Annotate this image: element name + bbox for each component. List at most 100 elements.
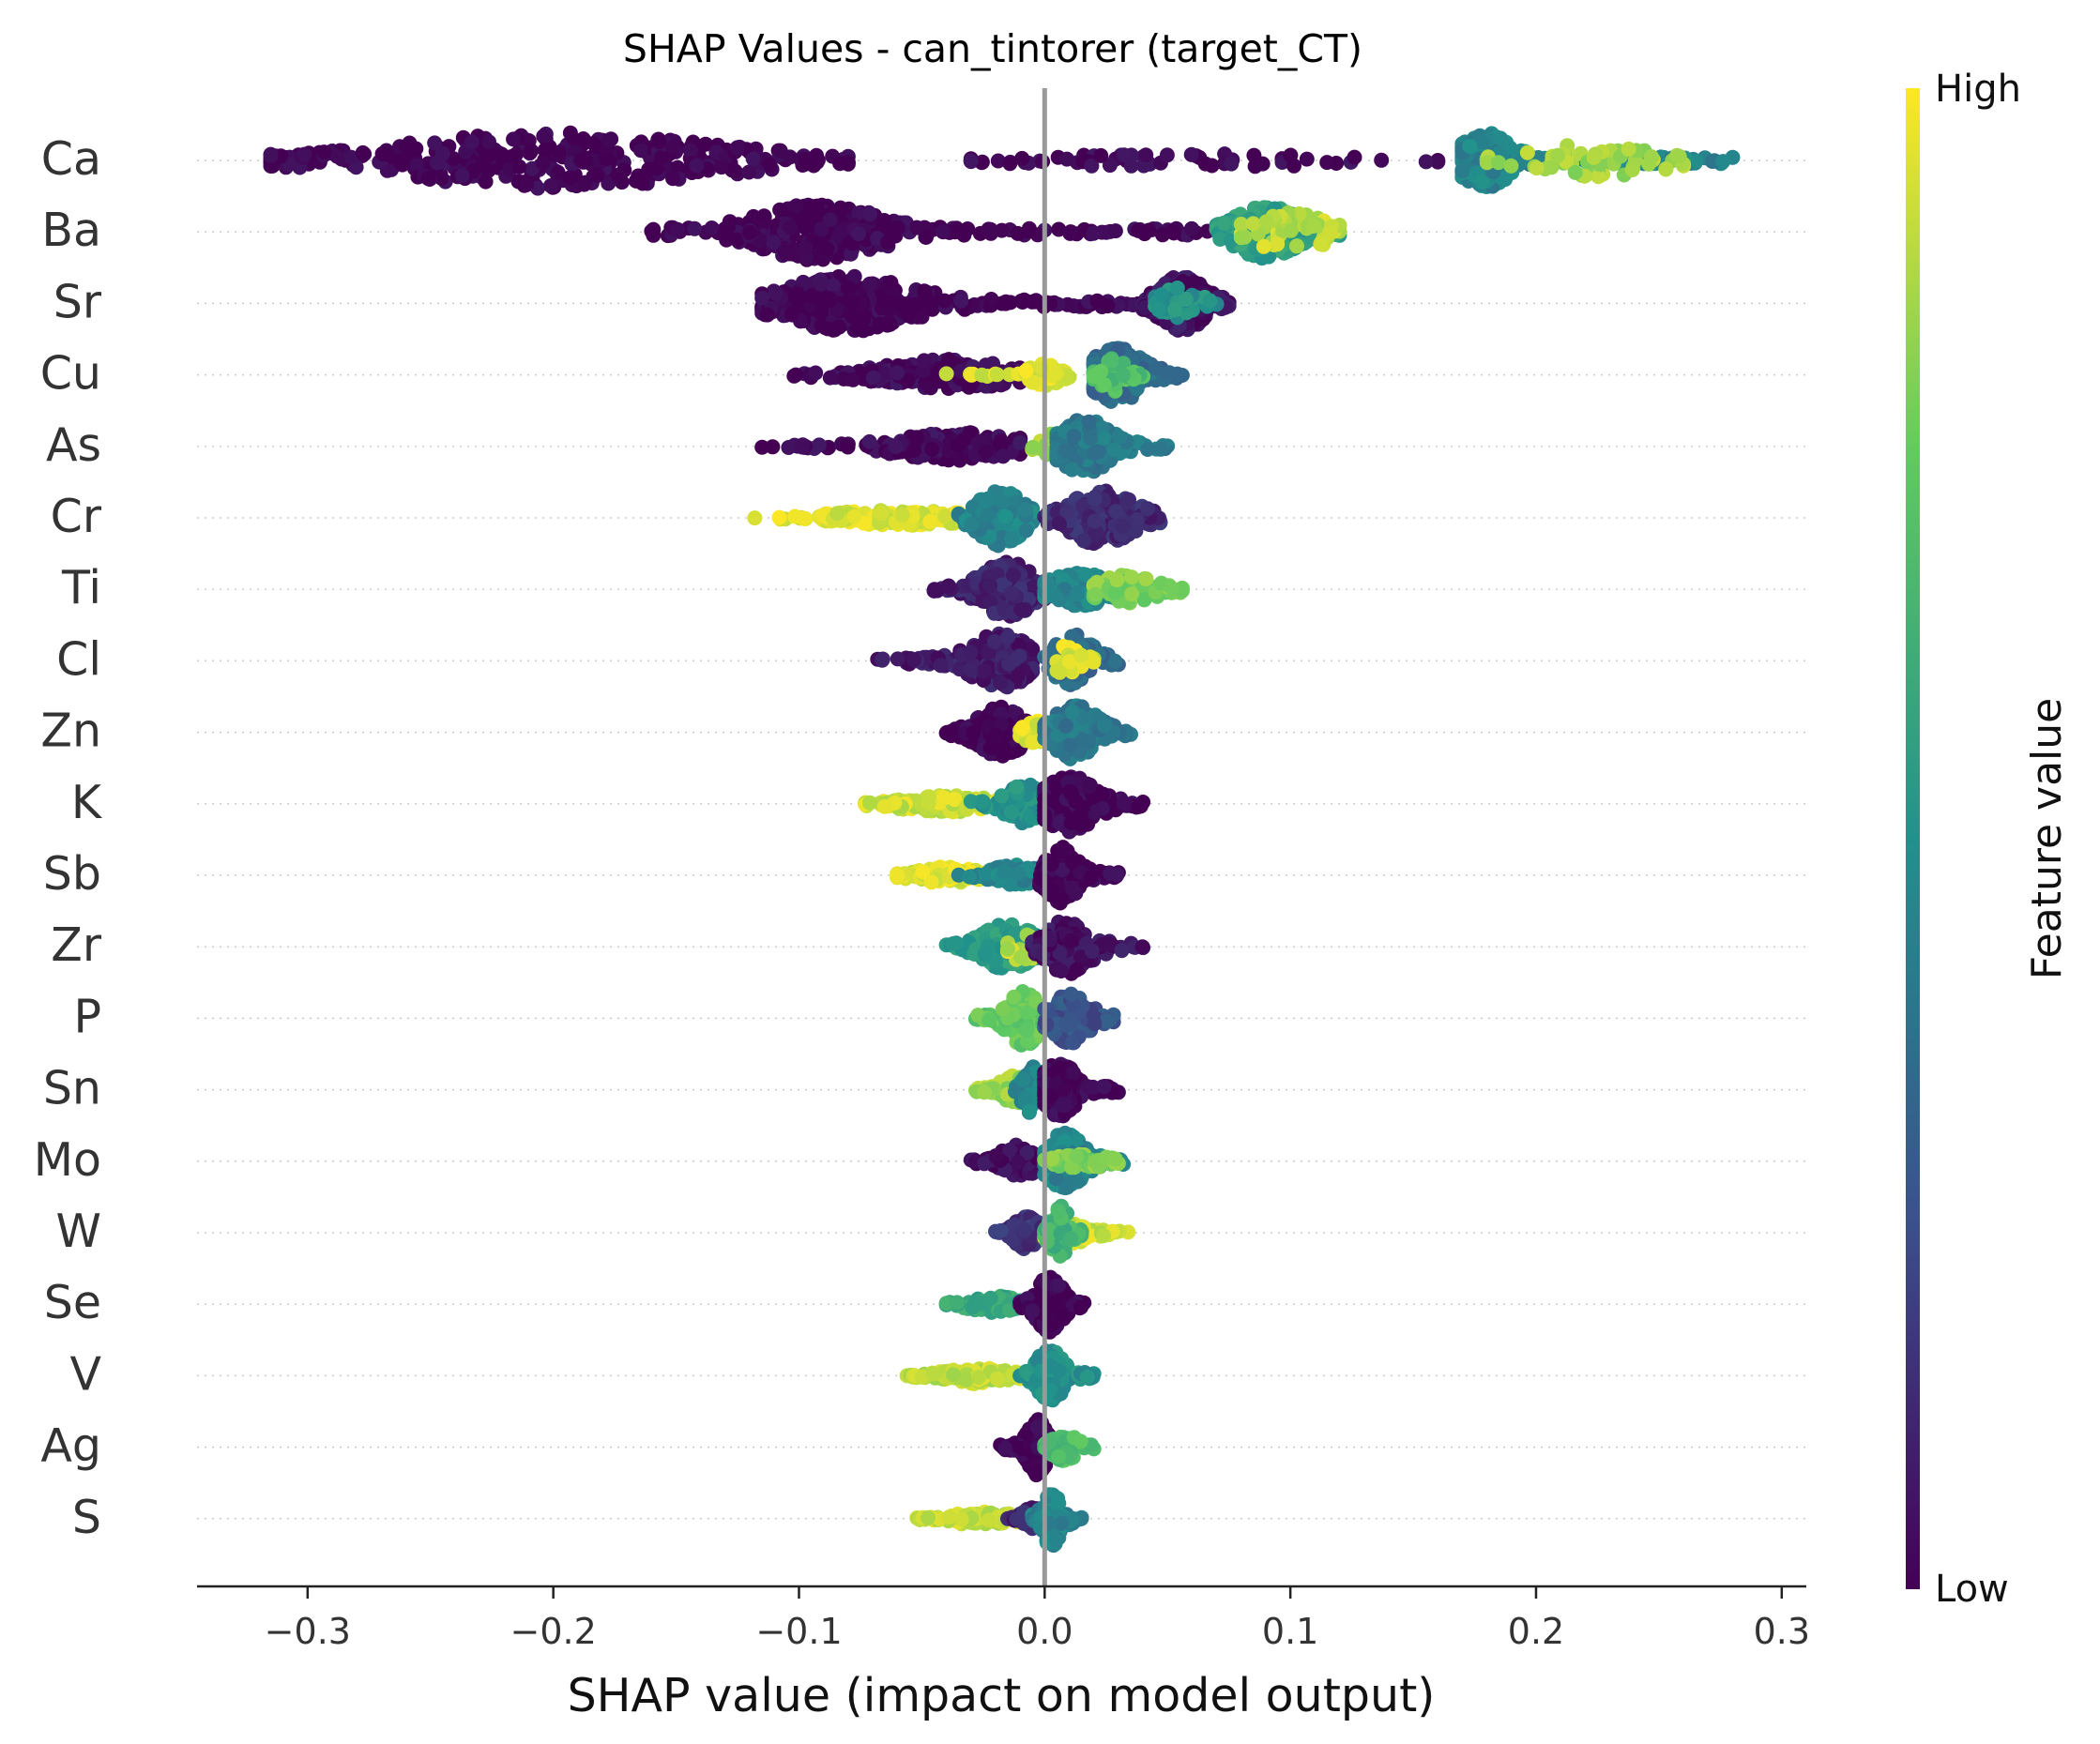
shap-point [888, 439, 904, 455]
feature-row-sb [890, 840, 1126, 911]
shap-point [1018, 523, 1034, 538]
shap-point [1096, 718, 1112, 734]
shap-point [882, 294, 898, 310]
shap-point [1106, 442, 1122, 458]
shap-point [943, 723, 959, 739]
shap-point [822, 212, 838, 228]
shap-point [1138, 147, 1154, 163]
shap-point [936, 508, 952, 524]
shap-point [1148, 360, 1164, 376]
shap-point [819, 241, 835, 257]
shap-point [316, 144, 332, 160]
shap-point [1519, 144, 1535, 160]
shap-point [1000, 629, 1016, 645]
shap-point [1283, 222, 1299, 238]
shap-point [601, 132, 617, 148]
shap-point [1082, 778, 1098, 794]
shap-point [1550, 147, 1566, 163]
shap-point [1124, 586, 1139, 602]
shap-point [1011, 865, 1027, 881]
shap-point [1567, 164, 1583, 180]
shap-point [981, 221, 997, 237]
shap-point [1064, 786, 1080, 802]
shap-point [745, 151, 761, 167]
shap-point [997, 864, 1012, 880]
shap-point [1089, 293, 1105, 309]
shap-point [682, 143, 698, 159]
shap-point [665, 139, 681, 155]
shap-point [803, 288, 819, 304]
shap-point [905, 301, 921, 317]
shap-point [1462, 138, 1478, 154]
shap-point [1154, 287, 1170, 303]
shap-point [890, 220, 905, 235]
shap-point [729, 232, 745, 248]
shap-point [1052, 664, 1068, 680]
shap-point [974, 367, 990, 383]
shap-point [1107, 584, 1123, 600]
shap-point [1202, 293, 1218, 309]
shap-point [1102, 158, 1118, 174]
shap-point [849, 320, 865, 336]
feature-row-ba [644, 197, 1347, 267]
shap-point [1216, 215, 1232, 231]
chart-title: SHAP Values - can_tintorer (target_CT) [623, 26, 1362, 71]
shap-point [646, 227, 662, 243]
shap-point [511, 159, 527, 174]
shap-point [1233, 230, 1249, 246]
shap-point [956, 227, 972, 243]
shap-point [1003, 531, 1019, 547]
shap-point [1051, 516, 1067, 531]
shap-point [577, 174, 593, 190]
shap-point [1430, 154, 1446, 170]
shap-point [938, 366, 954, 382]
shap-point [982, 578, 998, 594]
shap-point [861, 433, 877, 449]
shap-point [865, 370, 881, 386]
shap-point [963, 153, 979, 169]
shap-point [1658, 161, 1674, 177]
shap-point [909, 220, 925, 235]
shap-point [429, 155, 445, 171]
shap-point [599, 151, 615, 166]
shap-point [741, 224, 757, 240]
shap-point [641, 161, 657, 177]
shap-point [1162, 365, 1178, 381]
shap-point [814, 305, 829, 321]
shap-point [1245, 216, 1261, 232]
shap-point [813, 276, 829, 292]
shap-point [1503, 158, 1519, 174]
shap-point [633, 143, 648, 159]
shap-point [926, 582, 942, 598]
feature-row-cu [786, 341, 1190, 409]
shap-point [850, 205, 866, 221]
shap-point [804, 206, 820, 222]
shap-point [589, 168, 605, 183]
shap-point [1064, 462, 1080, 478]
shap-point [536, 129, 552, 144]
shap-point [1096, 377, 1112, 393]
shap-point [977, 663, 993, 679]
shap-point [1169, 281, 1185, 296]
shap-point [1073, 647, 1089, 663]
shap-point [964, 516, 980, 532]
shap-point [980, 508, 996, 523]
shap-point [1109, 572, 1125, 588]
shap-point [1418, 154, 1434, 170]
shap-point [1159, 147, 1175, 163]
shap-point [1062, 736, 1078, 752]
shap-point [1095, 786, 1111, 802]
shap-point [963, 645, 979, 660]
shap-point [1305, 219, 1321, 234]
shap-point [653, 149, 669, 165]
shap-point [1289, 238, 1304, 254]
shap-point [1319, 155, 1335, 171]
shap-point [953, 293, 969, 309]
shap-point [427, 135, 443, 151]
shap-point [1155, 227, 1170, 243]
shap-point [1115, 518, 1131, 534]
shap-point [894, 508, 910, 523]
shap-point [481, 134, 496, 150]
shap-point [986, 633, 1002, 649]
shap-point [1063, 814, 1079, 830]
